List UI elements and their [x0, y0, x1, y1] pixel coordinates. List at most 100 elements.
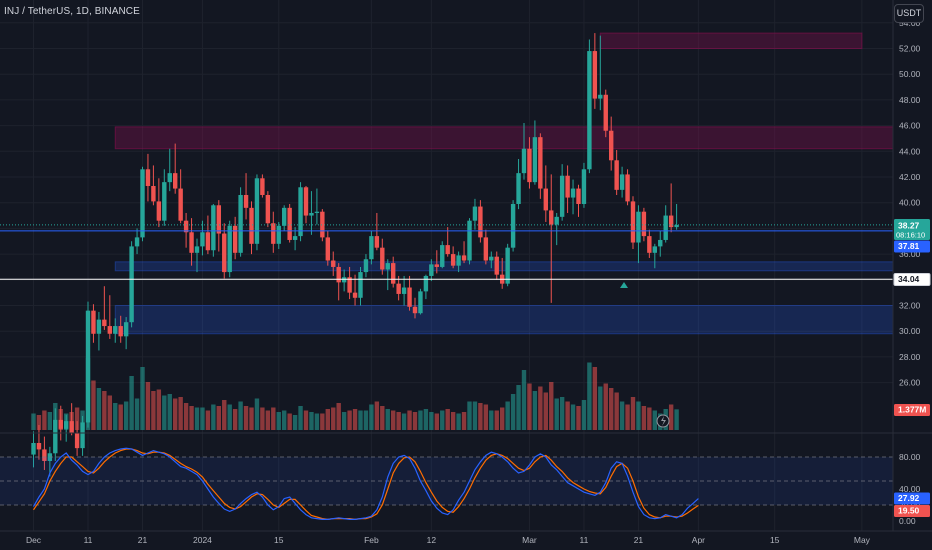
volume-bar	[565, 401, 570, 430]
candle-body	[614, 160, 619, 190]
candle-body	[331, 260, 336, 267]
candle-body	[298, 187, 303, 237]
price-tick: 26.00	[899, 378, 921, 388]
stoch-k-line	[32, 447, 699, 520]
volume-bar	[102, 391, 107, 430]
candle-body	[53, 419, 58, 454]
candle-body	[183, 220, 189, 233]
volume-bar	[625, 404, 630, 430]
currency-button[interactable]: USDT	[894, 4, 924, 23]
candle-body	[663, 215, 668, 240]
volume-bar	[532, 391, 538, 430]
volume-bars	[31, 358, 679, 430]
candle-body	[369, 236, 374, 260]
volume-bar	[249, 407, 254, 430]
countdown-label: 08:16:10	[896, 231, 925, 240]
osc-tick: 0.00	[899, 516, 916, 526]
candle-body	[254, 178, 260, 244]
volume-bar	[325, 409, 330, 430]
volume-bar	[183, 403, 189, 430]
candle-body	[516, 173, 521, 204]
volume-bar	[391, 410, 396, 430]
candle-body	[554, 216, 559, 225]
candlesticks[interactable]	[31, 33, 679, 477]
candle-body	[189, 232, 194, 253]
volume-bar	[118, 404, 123, 430]
volume-bar	[641, 406, 647, 430]
candle-body	[58, 419, 63, 429]
volume-bar	[216, 406, 221, 430]
volume-bar	[156, 389, 162, 430]
volume-bar	[314, 413, 320, 430]
stoch-k-label-bg	[894, 492, 930, 505]
candle-body	[636, 211, 641, 243]
volume-bar	[674, 409, 679, 430]
candle-body	[118, 326, 123, 337]
osc-tick: 40.00	[899, 484, 921, 494]
volume-bar	[500, 407, 505, 430]
candle-body	[592, 51, 598, 99]
volume-bar	[243, 406, 249, 430]
volume-bar	[380, 406, 385, 430]
volume-bar	[129, 376, 134, 430]
candle-body	[467, 220, 472, 261]
demand-zone	[114, 305, 894, 335]
volume-bar	[292, 415, 298, 430]
candle-body	[358, 272, 363, 298]
candle-body	[194, 246, 200, 253]
candle-body	[173, 173, 178, 189]
candle-body	[314, 211, 320, 213]
volume-bar	[423, 409, 429, 430]
volume-bar	[636, 401, 641, 430]
candle-body	[472, 206, 478, 221]
volume-bar	[494, 410, 499, 430]
volume-bar	[91, 380, 96, 430]
volume-bar	[587, 362, 592, 430]
candle-body	[352, 292, 358, 298]
volume-bar	[309, 412, 314, 430]
candle-body	[587, 51, 592, 170]
candle-body	[287, 207, 292, 240]
blue-line-label: 37.81	[898, 241, 920, 251]
volume-bar	[396, 412, 401, 430]
last-price-badge	[894, 219, 930, 240]
candle-body	[483, 237, 489, 261]
volume-bar	[554, 398, 559, 430]
volume-bar	[194, 407, 200, 430]
sr-zones	[114, 32, 894, 335]
candle-body	[151, 185, 156, 202]
candle-body	[178, 188, 183, 221]
volume-bar	[363, 410, 369, 430]
volume-bar	[232, 409, 238, 430]
white-line-label-bg	[893, 273, 931, 286]
horizontal-lines[interactable]	[0, 224, 893, 428]
time-label: 11	[580, 535, 589, 545]
candle-body	[434, 264, 439, 267]
price-tick: 30.00	[899, 326, 921, 336]
volume-bar	[483, 404, 489, 430]
candle-body	[156, 201, 162, 221]
price-axis[interactable]: 54.0052.0050.0048.0046.0044.0042.0040.00…	[892, 0, 921, 531]
volume-bar	[331, 407, 336, 430]
volume-bar	[385, 409, 390, 430]
candle-body	[243, 194, 249, 208]
demand-zone	[114, 261, 894, 272]
volume-bar	[581, 400, 587, 430]
volume-bar	[107, 395, 112, 430]
time-label: 15	[770, 535, 780, 545]
time-axis[interactable]: Dec 11 21 2024 15 Feb 12 Mar 11 21 Apr 15 May	[0, 530, 932, 545]
time-label: Feb	[364, 535, 379, 545]
time-label: 12	[427, 535, 437, 545]
candle-body	[543, 188, 548, 211]
last-price-label: 38.27	[898, 221, 920, 231]
candle-body	[42, 449, 47, 461]
price-tick: 32.00	[899, 301, 921, 311]
volume-bar	[652, 410, 657, 430]
candle-body	[521, 148, 527, 174]
volume-bar	[167, 394, 172, 430]
symbol-title[interactable]: INJ / TetherUS, 1D, BINANCE	[4, 6, 140, 17]
time-label: 21	[138, 535, 148, 545]
candle-body	[401, 287, 407, 294]
candle-body	[347, 277, 352, 293]
